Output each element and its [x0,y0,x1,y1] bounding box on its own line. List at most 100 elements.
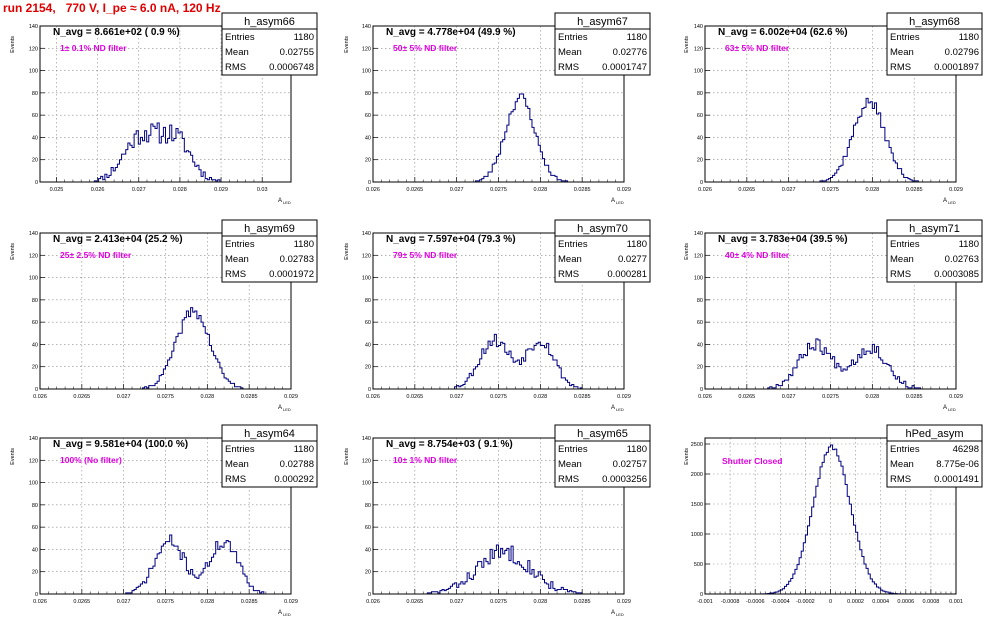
y-axis-label: Events [684,36,690,53]
x-tick-label: -0.001 [697,599,713,605]
y-tick-label: 140 [362,231,371,237]
x-axis-label: A [943,198,947,204]
histogram-name: hPed_asym [905,428,963,440]
y-tick-label: 120 [362,46,371,52]
x-tick-label: 0.0265 [738,187,755,193]
x-tick-label: 0.0265 [406,187,423,193]
x-tick-label: 0.0285 [574,599,591,605]
x-tick-label: 0.027 [132,187,146,193]
histogram-name: h_asym67 [577,16,628,28]
x-tick-label: 0.028 [200,394,214,400]
x-axis-label-sub: LED [948,407,956,412]
filter-label: 79± 5% ND filter [393,250,458,260]
y-tick-label: 60 [32,113,38,119]
stats-box [221,424,318,488]
x-tick-label: 0.025 [50,187,64,193]
y-tick-label: 40 [697,342,703,348]
stats-label: Entries [558,239,588,250]
navg-label: N_avg = 4.778e+04 (49.9 %) [386,27,516,38]
histogram-line [40,534,291,595]
y-tick-label: 120 [362,253,371,259]
y-tick-label: 1000 [691,532,703,538]
x-tick-label: 0.028 [173,187,187,193]
stats-value: 0.0001897 [934,62,979,73]
y-tick-label: 100 [362,69,371,75]
filter-label: 40± 4% ND filter [725,250,790,260]
y-tick-label: 40 [365,135,371,141]
y-tick-label: 80 [32,298,38,304]
filter-label: Shutter Closed [722,456,782,466]
y-tick-label: 0 [35,387,38,393]
x-tick-label: 0.0004 [872,599,889,605]
stats-label: RMS [558,474,579,485]
histogram-name: h_asym68 [909,16,960,28]
y-tick-label: 0 [368,387,371,393]
stats-value: 46298 [953,444,979,455]
stats-label: Entries [225,444,255,455]
filter-label: 63± 5% ND filter [725,43,790,53]
x-tick-label: 0.0285 [574,187,591,193]
stats-value: 0.000281 [607,269,647,280]
y-axis-label: Events [10,36,16,53]
x-tick-label: 0.0265 [73,599,90,605]
histogram-name: h_asym64 [244,428,295,440]
y-axis-label: Events [684,448,690,465]
stats-box [554,424,651,488]
stats-box [886,219,983,283]
y-axis-label: Events [344,243,350,260]
y-tick-label: 100 [29,276,38,282]
navg-label: N_avg = 6.002e+04 (62.6 %) [718,27,848,38]
y-tick-label: 140 [29,24,38,30]
x-tick-label: 0 [829,599,832,605]
x-tick-label: 0.027 [117,394,131,400]
stats-value: 0.0001972 [269,269,314,280]
stats-label: Entries [225,32,255,43]
y-tick-label: 140 [362,24,371,30]
x-tick-label: 0.029 [949,187,963,193]
stats-box [554,12,651,76]
y-tick-label: 40 [365,547,371,553]
filter-label: 50± 5% ND filter [393,43,458,53]
stats-value: 1180 [627,239,647,250]
filter-label: 10± 1% ND filter [393,455,458,465]
histogram-line [40,122,291,183]
x-axis-label: A [611,610,615,616]
x-tick-label: -0.0006 [746,599,765,605]
panel-h_asym71: 0.026 0.0265 0.027 0.0275 0.028 0.0285 0.029 0 2… [684,219,983,412]
x-tick-label: 0.026 [698,187,712,193]
x-axis-label: A [278,610,282,616]
y-tick-label: 120 [694,253,703,259]
histogram-name: h_asym70 [577,223,628,235]
y-tick-label: 120 [29,46,38,52]
stats-value: 1180 [294,32,314,43]
stats-label: RMS [890,62,911,73]
x-tick-label: -0.0002 [796,599,815,605]
y-tick-label: 60 [697,113,703,119]
histogram-name: h_asym69 [244,223,295,235]
y-tick-label: 0 [700,387,703,393]
y-axis-label: Events [344,36,350,53]
y-tick-label: 20 [365,365,371,371]
stats-value: 0.0003085 [934,269,979,280]
y-tick-label: 60 [365,113,371,119]
x-tick-label: 0.0265 [73,394,90,400]
filter-label: 100% (No filter) [60,455,122,465]
x-tick-label: 0.026 [698,394,712,400]
stats-value: 0.02783 [280,254,314,265]
stats-label: Mean [225,47,249,58]
x-tick-label: 0.0285 [241,599,258,605]
y-tick-label: 100 [694,276,703,282]
x-tick-label: 0.0265 [406,599,423,605]
y-tick-label: 80 [365,91,371,97]
stats-value: 0.0003256 [602,474,647,485]
y-tick-label: 60 [365,525,371,531]
x-tick-label: 0.029 [284,599,298,605]
x-tick-label: 0.029 [617,187,631,193]
panel-hPed_asym: -0.001 -0.0008 -0.0006 -0.0004 -0.0002 0 0.000… [684,424,983,605]
y-tick-label: 100 [694,69,703,75]
y-tick-label: 80 [365,503,371,509]
stats-value: 0.0277 [618,254,647,265]
y-tick-label: 120 [694,46,703,52]
y-tick-label: 140 [29,436,38,442]
